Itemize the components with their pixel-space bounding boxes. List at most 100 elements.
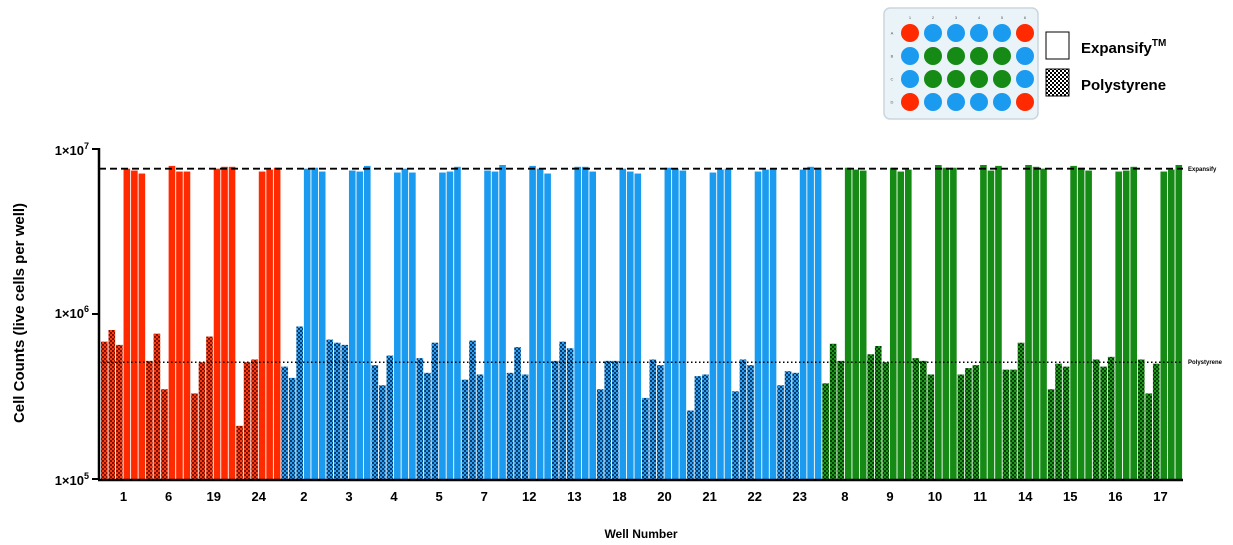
- bar-polystyrene-well-22-1: [732, 391, 739, 479]
- expansify-name: Expansify: [1081, 40, 1153, 57]
- plate-well-D3: [947, 93, 965, 111]
- bar-expansify-well-4-2: [401, 168, 409, 480]
- bar-expansify-well-2-3: [318, 171, 326, 480]
- bar-expansify-well-22-1: [754, 171, 762, 480]
- bar-polystyrene-well-9-3: [882, 362, 890, 479]
- bar-expansify-well-3-3: [363, 165, 371, 479]
- x-tick-labels: 1 6 19 24 2 3 4 5 7 12 13 18 20 21 22 23 8 9 10 11 14 15 16 17: [120, 489, 1168, 504]
- x-tick-label-well-22: 22: [747, 489, 761, 504]
- x-tick-label-well-21: 21: [702, 489, 716, 504]
- plate-row-label-B: B: [891, 54, 894, 59]
- bar-polystyrene-well-13-1: [551, 360, 559, 479]
- bar-expansify-well-5-3: [454, 166, 461, 480]
- x-tick-label-well-15: 15: [1063, 489, 1077, 504]
- x-tick-label-well-24: 24: [252, 489, 267, 504]
- bar-polystyrene-well-24-1: [236, 425, 243, 479]
- x-tick-label-well-1: 1: [120, 489, 127, 504]
- bar-expansify-well-19-2: [221, 166, 228, 480]
- plate-well-D4: [970, 93, 988, 111]
- bar-polystyrene-well-13-3: [566, 348, 574, 479]
- y-tick-base: 1×10: [55, 473, 84, 488]
- bar-polystyrene-well-5-1: [416, 358, 424, 479]
- bar-expansify-well-12-2: [536, 168, 544, 480]
- plate-well-C1: [901, 70, 919, 88]
- bar-polystyrene-well-16-2: [1100, 366, 1107, 479]
- bar-polystyrene-well-17-2: [1145, 393, 1153, 479]
- x-tick-label-well-11: 11: [973, 489, 987, 504]
- bar-polystyrene-well-1-1: [101, 341, 108, 479]
- plate-well-B5: [993, 47, 1011, 65]
- bar-polystyrene-well-10-2: [920, 360, 927, 479]
- plate-well-D6: [1016, 93, 1034, 111]
- bar-expansify-well-21-1: [709, 172, 717, 480]
- bar-expansify-well-16-1: [1115, 171, 1122, 480]
- plate-well-C2: [924, 70, 942, 88]
- bar-expansify-well-1-3: [138, 173, 146, 480]
- bar-expansify-well-5-1: [439, 172, 446, 480]
- bar-polystyrene-well-9-2: [874, 345, 882, 479]
- y-axis-label: Cell Counts (live cells per well): [11, 203, 28, 423]
- plate-column-label-1: 1: [909, 15, 912, 20]
- bar-polystyrene-well-16-3: [1107, 356, 1115, 479]
- plate-well-A3: [947, 24, 965, 42]
- bar-expansify-well-3-1: [348, 170, 356, 479]
- x-tick-label-well-6: 6: [165, 489, 172, 504]
- bar-polystyrene-well-6-3: [161, 389, 168, 479]
- x-tick-label-well-4: 4: [390, 489, 398, 504]
- bar-polystyrene-well-19-3: [206, 336, 213, 479]
- bar-polystyrene-well-18-1: [596, 389, 604, 479]
- bar-polystyrene-well-10-1: [912, 358, 920, 479]
- bar-expansify-well-2-2: [311, 167, 318, 480]
- bar-expansify-well-13-3: [589, 171, 597, 480]
- bar-expansify-well-8-1: [844, 167, 852, 480]
- bar-expansify-well-4-1: [394, 172, 401, 480]
- bar-polystyrene-well-15-1: [1047, 389, 1055, 479]
- bar-expansify-well-20-1: [664, 167, 672, 480]
- bar-polystyrene-well-14-2: [1010, 369, 1017, 479]
- y-tick-labels: 1×105 1×106 1×107: [55, 141, 89, 488]
- bar-polystyrene-well-18-3: [611, 360, 619, 479]
- bar-polystyrene-well-14-3: [1017, 342, 1025, 479]
- x-tick-label-well-7: 7: [481, 489, 488, 504]
- x-tick-label-well-2: 2: [300, 489, 307, 504]
- x-tick-label-well-20: 20: [657, 489, 671, 504]
- bar-polystyrene-well-23-3: [792, 372, 799, 479]
- bar-polystyrene-well-11-1: [957, 374, 965, 479]
- plate-row-label-C: C: [891, 77, 894, 82]
- y-tick-exp: 6: [84, 304, 89, 314]
- legend-swatch-polystyrene: [1045, 68, 1070, 97]
- bar-polystyrene-well-22-3: [747, 365, 754, 479]
- plate-well-B1: [901, 47, 919, 65]
- bar-expansify-well-23-2: [807, 166, 814, 480]
- bar-polystyrene-well-20-1: [642, 397, 649, 479]
- x-tick-label-well-10: 10: [928, 489, 942, 504]
- x-tick-label-well-18: 18: [612, 489, 626, 504]
- plate-column-label-2: 2: [932, 15, 935, 20]
- bar-expansify-well-9-3: [904, 169, 912, 480]
- bar-expansify-well-12-1: [529, 165, 536, 479]
- y-tick-label-1e5: 1×105: [55, 471, 89, 488]
- well-plate-diagram: 1 2 3 4 5 6 A B C D: [883, 7, 1039, 120]
- plate-well-C5: [993, 70, 1011, 88]
- plate-column-label-3: 3: [955, 15, 958, 20]
- plate-well-D2: [924, 93, 942, 111]
- bar-expansify-well-15-2: [1077, 167, 1085, 480]
- plate-well-C3: [947, 70, 965, 88]
- bar-polystyrene-well-3-3: [341, 344, 349, 479]
- y-tick-base: 1×10: [55, 143, 84, 158]
- expansify-line-label: Expansify: [1188, 167, 1217, 173]
- x-tick-label-well-3: 3: [345, 489, 352, 504]
- bar-polystyrene-well-15-3: [1062, 366, 1070, 479]
- bar-expansify-well-11-2: [987, 170, 995, 479]
- bar-expansify-well-21-3: [724, 168, 732, 480]
- bar-polystyrene-well-21-2: [694, 376, 702, 479]
- bar-polystyrene-well-17-1: [1137, 359, 1145, 479]
- y-tick-exp: 5: [84, 471, 89, 481]
- bar-polystyrene-well-22-2: [739, 359, 747, 479]
- bar-polystyrene-well-17-3: [1152, 363, 1160, 479]
- bar-polystyrene-well-7-3: [476, 374, 484, 479]
- plate-well-C6: [1016, 70, 1034, 88]
- bar-polystyrene-well-7-1: [461, 379, 469, 479]
- bar-expansify-well-2-1: [303, 168, 311, 480]
- bar-expansify-well-14-2: [1032, 166, 1040, 480]
